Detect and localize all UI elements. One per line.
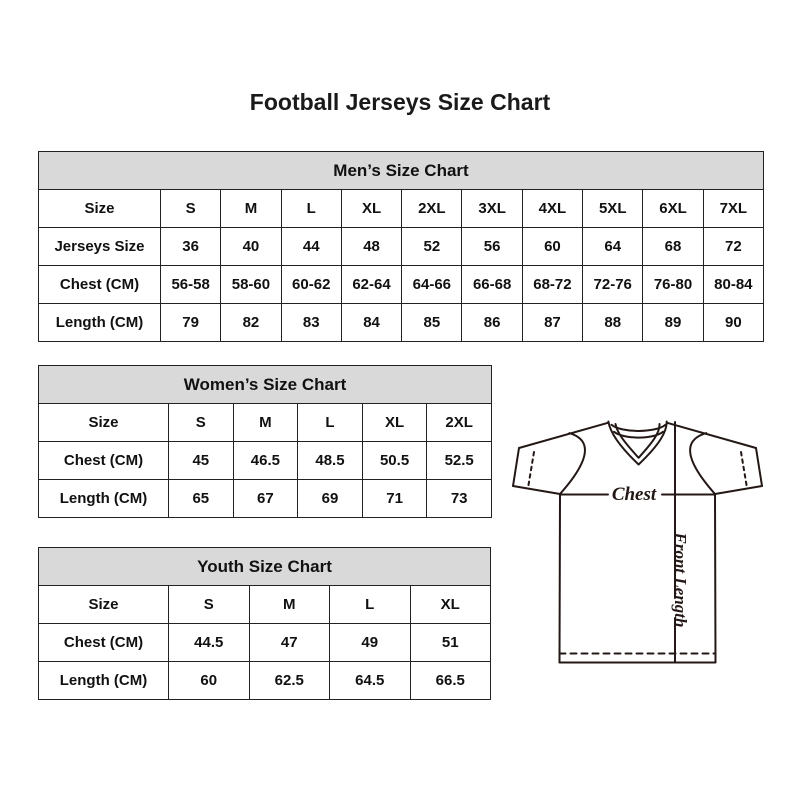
svg-text:Front Length: Front Length [671,532,690,628]
svg-text:Chest: Chest [612,484,657,505]
